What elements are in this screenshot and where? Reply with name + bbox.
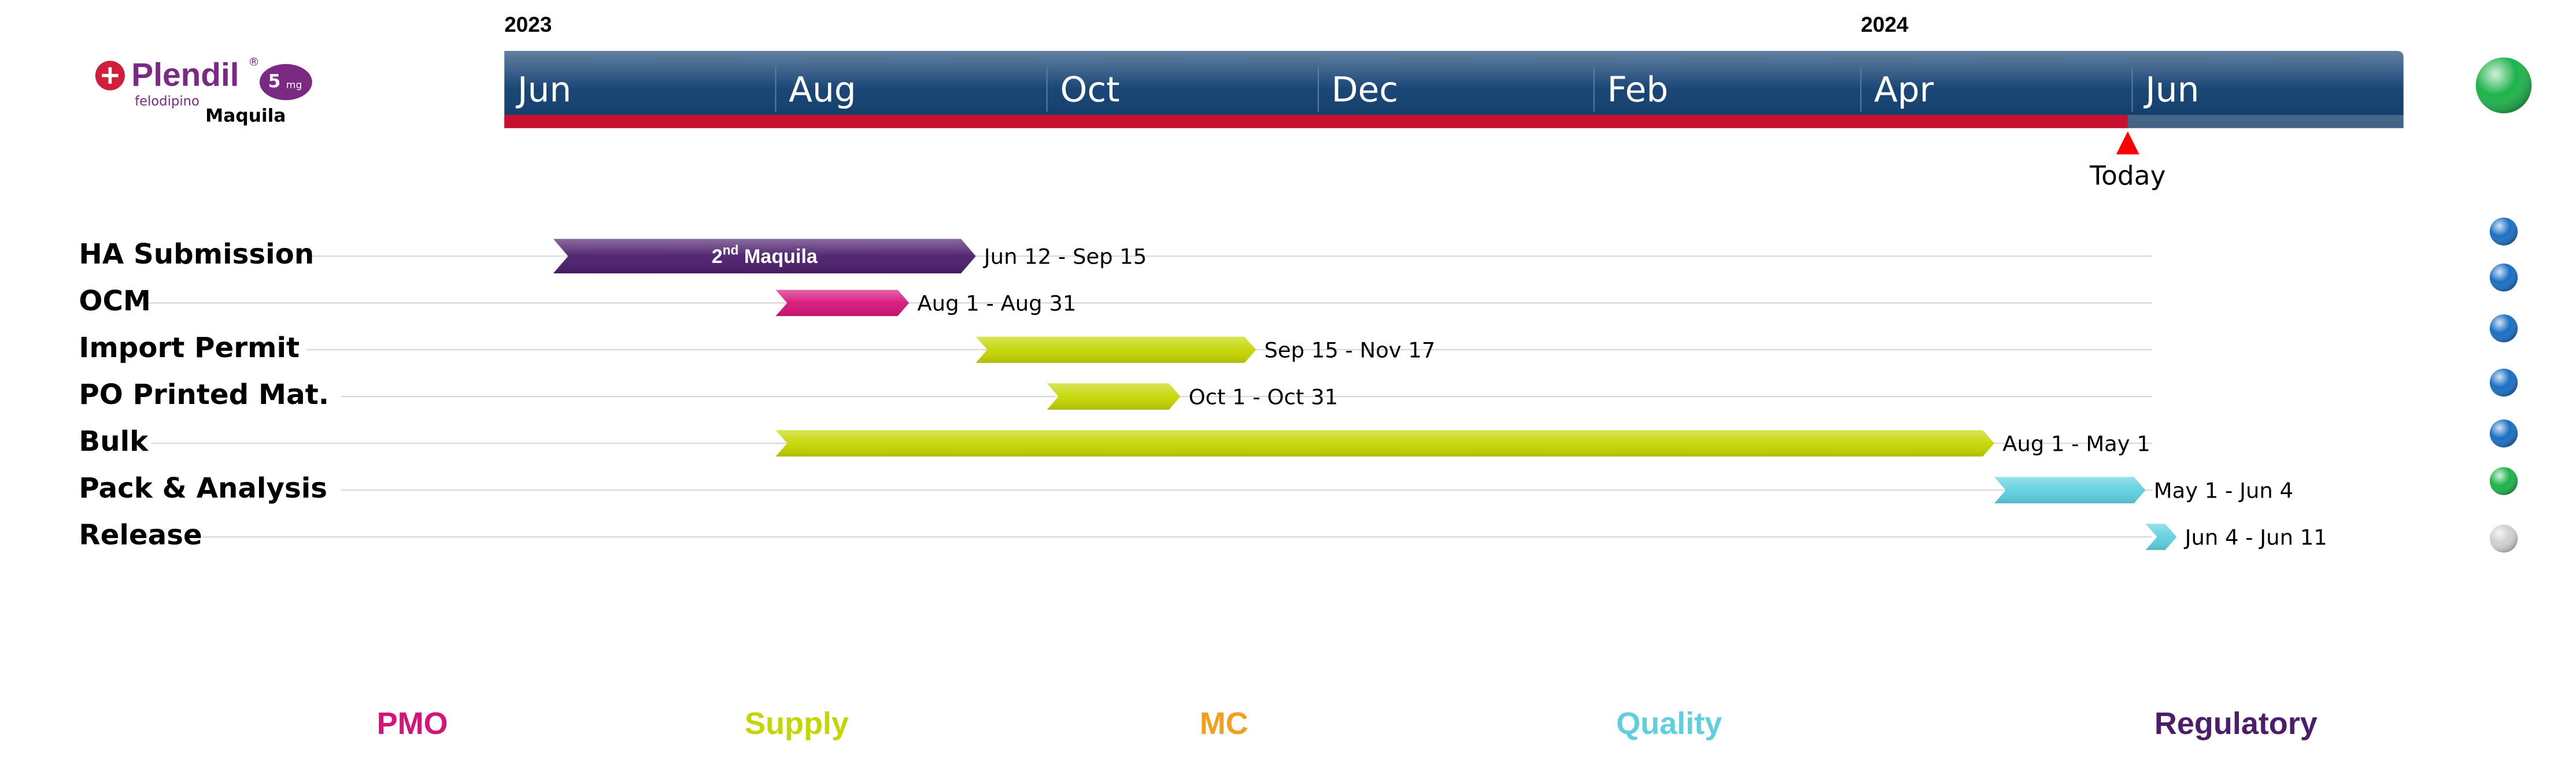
task-bar-gloss [775,290,910,316]
task-name-bg [75,286,134,320]
task-bar-gloss [775,430,1995,457]
date-label: Sep 15 - Nov 17 [1264,338,1435,363]
task-name: Pack & Analysis [79,472,327,505]
legend-item: PMO [377,706,448,741]
logo-brand: Plendil [131,57,239,94]
logo-subtitle: Maquila [205,106,286,127]
x-tick-label: Dec [1332,71,1398,110]
year-label: 2023 [504,13,552,36]
x-tick-label: Feb [1607,71,1668,110]
task-bar-gloss [2145,524,2177,550]
date-label: Jun 4 - Jun 11 [2184,525,2327,550]
task-name-bg [75,520,203,554]
date-label: Jun 12 - Sep 15 [983,244,1147,269]
date-label: Aug 1 - May 1 [2002,431,2150,456]
date-label: Aug 1 - Aug 31 [917,291,1076,316]
x-tick-label: Apr [1874,71,1934,110]
bar-label-part: nd [723,243,739,258]
task-name: Import Permit [79,332,300,364]
status-dot-shine [2489,368,2518,397]
x-tick-label: Jun [2143,71,2199,110]
task-bar-gloss [1994,477,2146,503]
bar-label-part: Maquila [738,246,818,268]
task-bar-gloss [975,336,1256,363]
today-marker [2116,131,2139,155]
logo-generic: felodipino [135,94,199,109]
logo-strength: 5 [268,71,281,92]
legend-item: Quality [1616,706,1722,741]
task-name-bg [75,426,151,460]
task-name-bg [75,380,341,413]
logo: Plendil ® 5 mg felodipino Maquila [95,55,312,127]
task-name: Bulk [79,425,149,458]
logo-registered: ® [248,55,260,68]
status-dot-shine [2489,524,2518,553]
x-tick-label: Jun [515,71,571,110]
x-tick-label: Aug [789,71,856,110]
logo-icon-mark [102,67,119,84]
logo-badge [259,64,312,101]
task-name-bg [75,473,341,507]
task-bar-gloss [1047,383,1181,410]
progress-bar [504,114,2128,128]
legend-item: Supply [745,706,849,741]
year-label: 2024 [1861,13,1909,36]
status-dot-shine [2489,314,2518,343]
task-name-bg [75,333,306,366]
task-name: HA Submission [79,238,314,270]
status-dot-shine [2489,217,2518,246]
status-dot-shine [2489,467,2518,495]
today-label: Today [2089,160,2165,191]
task-name: PO Printed Mat. [79,379,329,411]
date-label: May 1 - Jun 4 [2154,478,2293,503]
date-label: Oct 1 - Oct 31 [1189,384,1338,409]
bar-label: 2nd Maquila [712,243,818,268]
overall-status-shine [2475,57,2532,114]
task-name: OCM [79,285,151,317]
logo-unit: mg [286,80,302,91]
status-dot-shine [2489,264,2518,292]
task-bar-gloss [553,239,976,274]
legend-item: Regulatory [2154,706,2318,741]
x-tick-label: Oct [1060,71,1119,110]
task-name: Release [79,519,202,551]
status-dot-shine [2489,419,2518,448]
legend-item: MC [1200,706,1248,741]
task-name-bg [75,239,306,273]
bar-label-part: 2 [712,246,723,268]
